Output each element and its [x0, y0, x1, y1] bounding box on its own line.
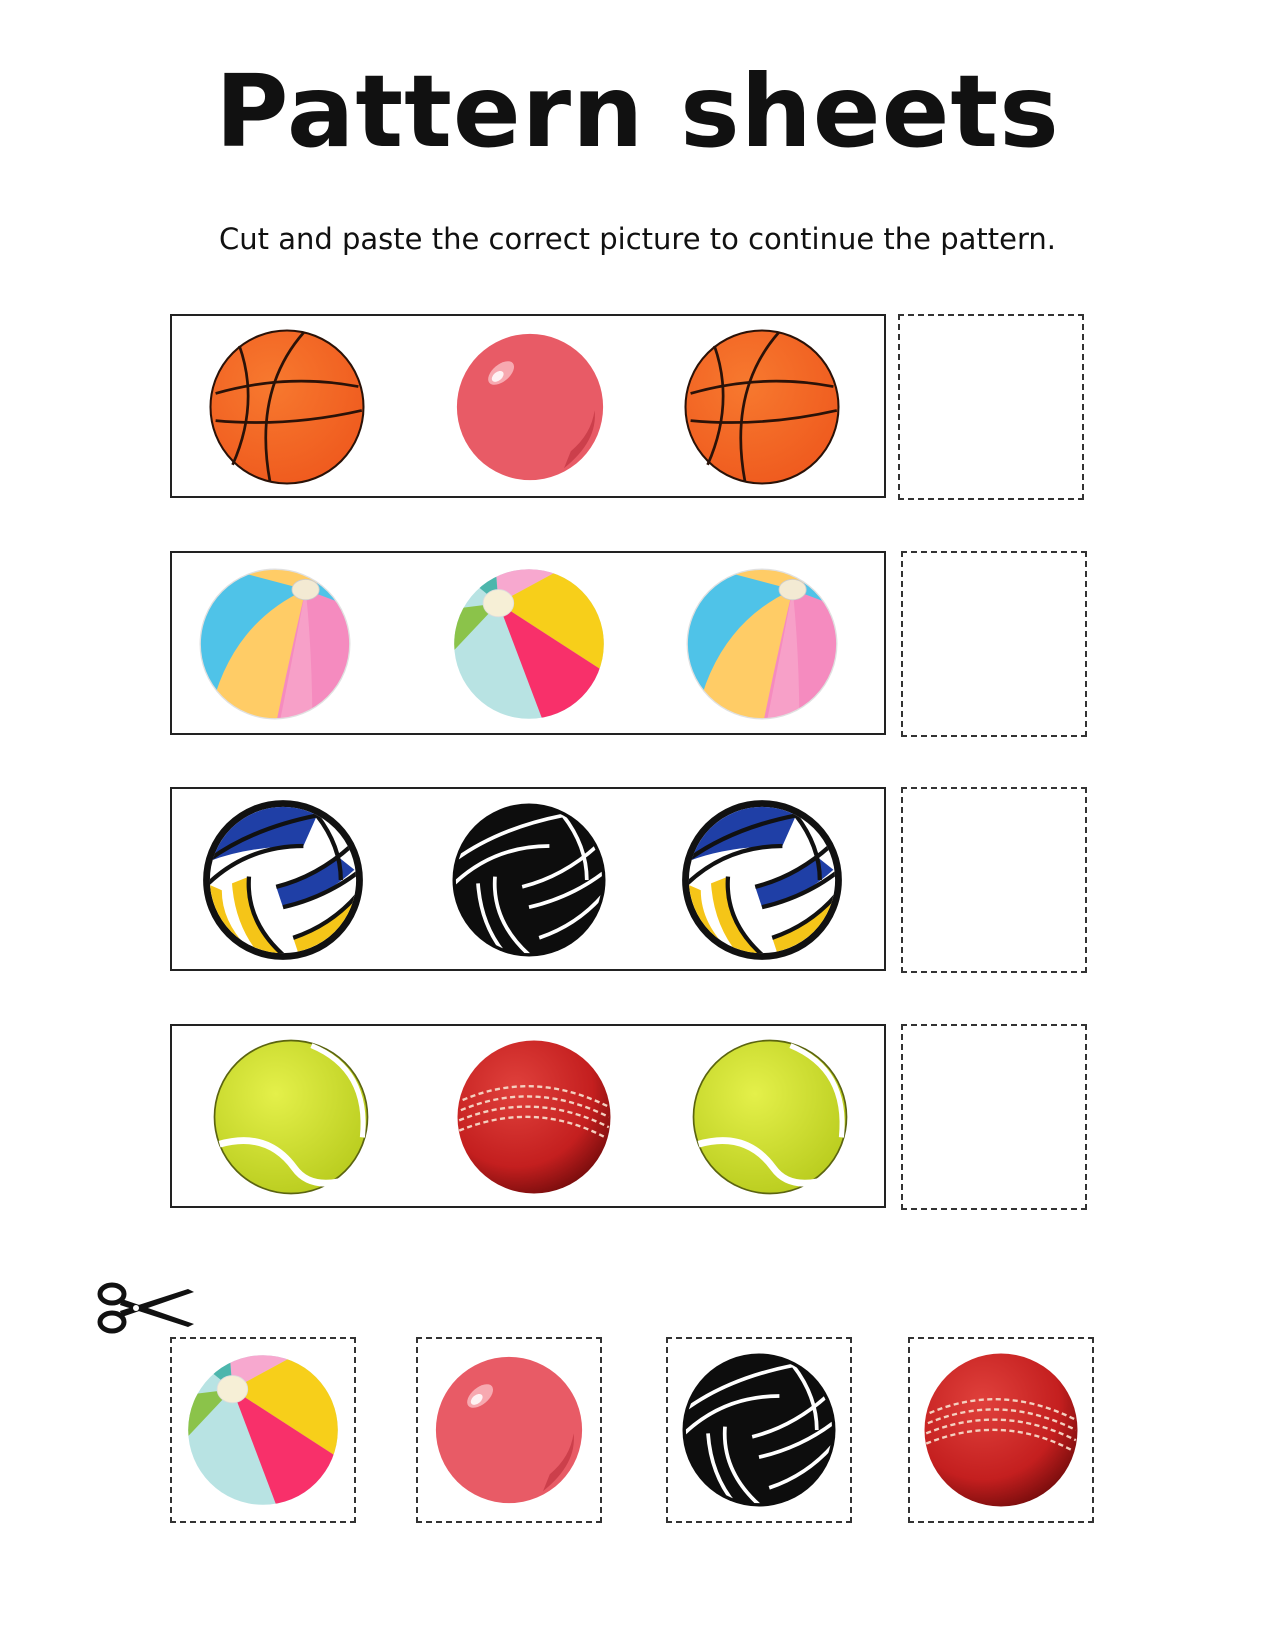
cricket-ball-icon: [916, 1345, 1086, 1515]
instruction-text: Cut and paste the correct picture to con…: [218, 222, 1057, 256]
pink-ball-icon: [424, 1345, 594, 1515]
answer-box-2[interactable]: [901, 551, 1087, 737]
black-volleyball-icon: [444, 795, 614, 965]
pattern-row-1: [170, 314, 886, 498]
beach-ball-icon: [677, 559, 847, 729]
volleyball-icon: [677, 795, 847, 965]
pattern-row-2: [170, 551, 886, 735]
answer-box-3[interactable]: [901, 787, 1087, 973]
beach-ball-icon: [190, 559, 360, 729]
black-volleyball-icon: [674, 1345, 844, 1515]
tennis-ball-icon: [206, 1032, 376, 1202]
pattern-row-4: [170, 1024, 886, 1208]
cutout-card-1[interactable]: [170, 1337, 356, 1523]
cutout-card-2[interactable]: [416, 1337, 602, 1523]
volleyball-icon: [198, 795, 368, 965]
basketball-icon: [202, 322, 372, 492]
basketball-icon: [677, 322, 847, 492]
cutout-card-3[interactable]: [666, 1337, 852, 1523]
cutout-card-4[interactable]: [908, 1337, 1094, 1523]
cricket-ball-icon: [449, 1032, 619, 1202]
page-title: Pattern sheets: [215, 53, 1060, 170]
answer-box-4[interactable]: [901, 1024, 1087, 1210]
pink-ball-icon: [445, 322, 615, 492]
scissors-icon: [96, 1280, 196, 1336]
beach-ball-alt-icon: [178, 1345, 348, 1515]
pattern-row-3: [170, 787, 886, 971]
tennis-ball-icon: [685, 1032, 855, 1202]
answer-box-1[interactable]: [898, 314, 1084, 500]
beach-ball-alt-icon: [444, 559, 614, 729]
